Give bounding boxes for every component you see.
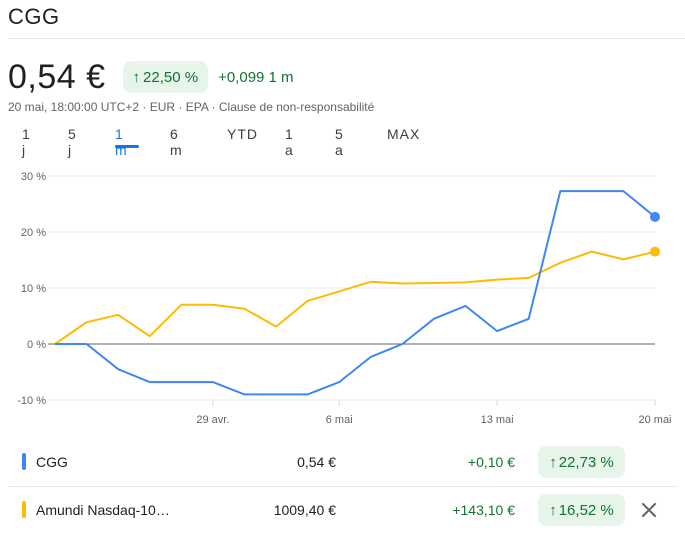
abs-change-value: +0,099 1 m [218,68,294,86]
y-tick-label: 30 % [21,171,46,183]
tab-6m[interactable]: 6 m [170,126,183,158]
quote-meta: 20 mai, 18:00:00 UTC+2 · EUR · EPA · Cla… [8,100,375,114]
tab-5d[interactable]: 5 j [68,126,77,158]
y-tick-label: 0 % [27,339,46,351]
legend-pct: 22,73 % [558,453,614,471]
legend-price: 1009,40 € [273,502,336,518]
series-end-point [650,211,660,222]
tab-5y[interactable]: 5 a [335,126,344,158]
remove-comparison-button[interactable] [637,498,661,522]
active-tab-indicator [115,145,139,148]
tab-1m[interactable]: 1 m [115,126,128,158]
tab-ytd[interactable]: YTD [227,126,258,142]
legend-change: +143,10 € [452,502,515,518]
tab-1y[interactable]: 1 a [285,126,294,158]
y-tick-label: 20 % [21,227,46,239]
price-row: 0,54 € ↑ 22,50 % +0,099 1 m [8,57,294,97]
series-end-point [650,246,660,257]
header-divider [8,38,685,39]
current-price: 0,54 € [8,57,106,96]
series-line [54,250,656,345]
tab-1d[interactable]: 1 j [22,126,31,158]
page-title: CGG [8,4,60,29]
series-color-swatch [22,453,26,470]
x-tick-label: 6 mai [326,414,353,426]
legend-pct-badge: ↑ 22,73 % [538,446,625,478]
x-tick-label: 13 mai [481,414,514,426]
legend-row-cgg[interactable]: CGG 0,54 € +0,10 € ↑ 22,73 % [0,441,685,485]
legend-row-amundi[interactable]: Amundi Nasdaq-10… 1009,40 € +143,10 € ↑ … [0,489,685,533]
arrow-up-icon: ↑ [549,453,557,471]
tab-max[interactable]: MAX [387,126,421,142]
y-tick-label: 10 % [21,283,46,295]
performance-chart: 30 % 20 % 10 % 0 % -10 % 29 avr. 6 mai 13 mai 20… [17,171,671,426]
legend-change: +0,10 € [467,454,515,470]
y-tick-label: -10 % [17,395,46,407]
legend-divider [8,486,677,487]
arrow-up-icon: ↑ [549,501,557,519]
legend-pct-badge: ↑ 16,52 % [538,494,625,526]
legend-price: 0,54 € [297,454,336,470]
x-tick-label: 20 mai [638,414,671,426]
pct-change-value: 22,50 % [143,68,199,86]
series-line [55,190,656,396]
close-icon [642,503,656,517]
pct-change-badge: ↑ 22,50 % [122,61,209,93]
series-color-swatch [22,501,26,518]
legend-name: Amundi Nasdaq-10… [36,502,170,518]
legend-pct: 16,52 % [558,501,614,519]
legend-name: CGG [36,454,68,470]
x-tick-label: 29 avr. [196,414,229,426]
arrow-up-icon: ↑ [132,68,141,86]
